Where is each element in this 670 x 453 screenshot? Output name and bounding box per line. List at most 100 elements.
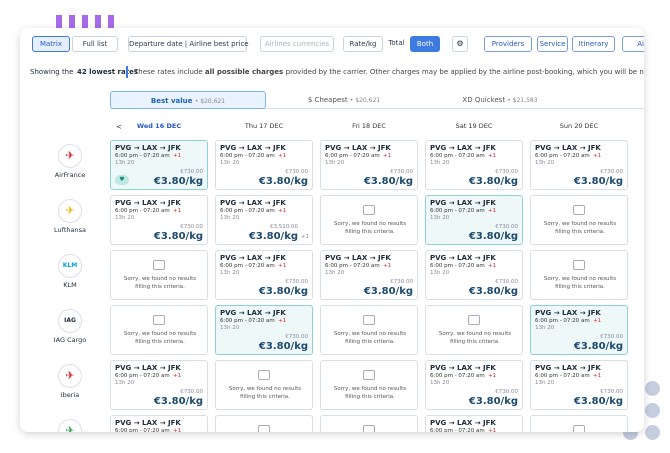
duration: 13h 20 <box>430 270 450 276</box>
route: PVG → LAX → JFK <box>535 144 601 152</box>
route: PVG → LAX → JFK <box>220 199 286 207</box>
toolbar-button[interactable]: Providers <box>484 36 532 52</box>
fare-cell[interactable]: Sorry, we found no results filling this … <box>530 415 628 432</box>
fare-cell[interactable]: Sorry, we found no results filling this … <box>320 415 418 432</box>
day-offset: +1 <box>383 153 392 159</box>
day-offset: +1 <box>593 153 602 159</box>
toolbar-button[interactable]: Service <box>537 36 568 52</box>
time: 6:00 pm - 07:20 am <box>220 208 275 214</box>
tab[interactable]: $ Cheapest • $20,621 <box>266 91 422 109</box>
day-offset: +1 <box>173 153 182 159</box>
empty-icon <box>573 260 585 270</box>
duration: 13h 20 <box>220 160 240 166</box>
divider <box>126 66 128 78</box>
toolbar-button[interactable]: Matrix <box>32 36 70 52</box>
deco-square <box>108 15 114 28</box>
airline-name: KLM <box>63 281 77 289</box>
day-offset: +1 <box>488 208 497 214</box>
fare-cell[interactable]: Sorry, we found no results filling this … <box>320 195 418 245</box>
price-total: €730.00 <box>390 169 413 175</box>
deco-square <box>82 15 88 28</box>
duration: 13h 20 <box>535 160 555 166</box>
duration: 13h 20 <box>535 380 555 386</box>
fare-cell[interactable]: Sorry, we found no results filling this … <box>110 305 208 355</box>
date-header[interactable]: Sat 19 DEC <box>455 122 493 130</box>
settings-button[interactable]: ⚙ <box>452 36 468 52</box>
route: PVG → LAX → JFK <box>430 199 496 207</box>
time: 6:00 pm - 07:20 am <box>325 263 380 269</box>
price-total: €730.00 <box>180 389 203 395</box>
fare-cell[interactable]: Sorry, we found no results filling this … <box>215 360 313 410</box>
time: 6:00 pm - 07:20 am <box>535 318 590 324</box>
day-offset: +1 <box>488 263 497 269</box>
toolbar-button[interactable]: Air <box>622 36 644 52</box>
fare-cell[interactable]: Sorry, we found no results filling this … <box>320 305 418 355</box>
tab[interactable]: XD Quickest • $21,583 <box>422 91 578 109</box>
duration: 13h 20 <box>430 380 450 386</box>
duration: 13h 20 <box>220 270 240 276</box>
time: 6:00 pm - 07:20 am <box>325 153 380 159</box>
price-per-kg: €3.80/kg <box>573 341 623 352</box>
toolbar-button[interactable]: Total <box>385 36 408 52</box>
fare-cell[interactable]: Sorry, we found no results filling this … <box>425 305 523 355</box>
airline-logo: ✈ <box>58 144 82 168</box>
day-offset: +1 <box>173 208 182 214</box>
date-header[interactable]: Fri 18 DEC <box>352 122 386 130</box>
tab[interactable]: Best value • $20,621 <box>110 91 266 109</box>
price-total: €3,510.00 <box>270 224 298 230</box>
date-header[interactable]: Wed 16 DEC <box>136 122 182 130</box>
time: 6:00 pm - 07:20 am <box>430 373 485 379</box>
price-total: €730.00 <box>600 389 623 395</box>
route: PVG → LAX → JFK <box>115 419 181 427</box>
price-per-kg: €3.80/kg <box>363 286 413 297</box>
prev-arrow[interactable]: < <box>116 123 122 131</box>
empty-icon <box>363 425 375 432</box>
toolbar-button[interactable]: Itinerary <box>572 36 615 52</box>
toolbar-button[interactable]: Full list <box>72 36 118 52</box>
airline-logo: IAG <box>58 309 82 333</box>
time: 6:00 pm - 07:20 am <box>115 208 170 214</box>
toolbar-button[interactable]: Both <box>410 36 440 52</box>
fare-cell[interactable]: Sorry, we found no results filling this … <box>215 415 313 432</box>
empty-message: Sorry, we found no results filling this … <box>438 331 512 345</box>
date-header[interactable]: Sun 20 DEC <box>559 122 599 130</box>
fare-cell[interactable]: Sorry, we found no results filling this … <box>320 360 418 410</box>
empty-message: Sorry, we found no results filling this … <box>333 221 407 235</box>
day-offset: +1 <box>278 153 287 159</box>
deco-square <box>95 15 101 28</box>
fare-cell[interactable]: Sorry, we found no results filling this … <box>530 195 628 245</box>
date-header[interactable]: Thu 17 DEC <box>244 122 284 130</box>
empty-message: Sorry, we found no results filling this … <box>333 386 407 400</box>
price-total: €730.00 <box>285 334 308 340</box>
empty-icon <box>573 205 585 215</box>
fare-cell[interactable]: Sorry, we found no results filling this … <box>110 250 208 300</box>
route: PVG → LAX → JFK <box>430 254 496 262</box>
toolbar-button[interactable]: Rate/kg <box>343 36 383 52</box>
deco-square <box>69 15 75 28</box>
duration: 13h 20 <box>220 215 240 221</box>
toolbar-button[interactable]: Departure date | Airline best price <box>128 36 249 52</box>
fare-cell[interactable]: Sorry, we found no results filling this … <box>530 250 628 300</box>
time: 6:00 pm - 07:20 am <box>115 428 170 432</box>
toolbar-button[interactable]: Airlines currencies <box>260 36 334 52</box>
price-total: €730.00 <box>285 279 308 285</box>
time: 6:00 pm - 07:20 am <box>220 263 275 269</box>
